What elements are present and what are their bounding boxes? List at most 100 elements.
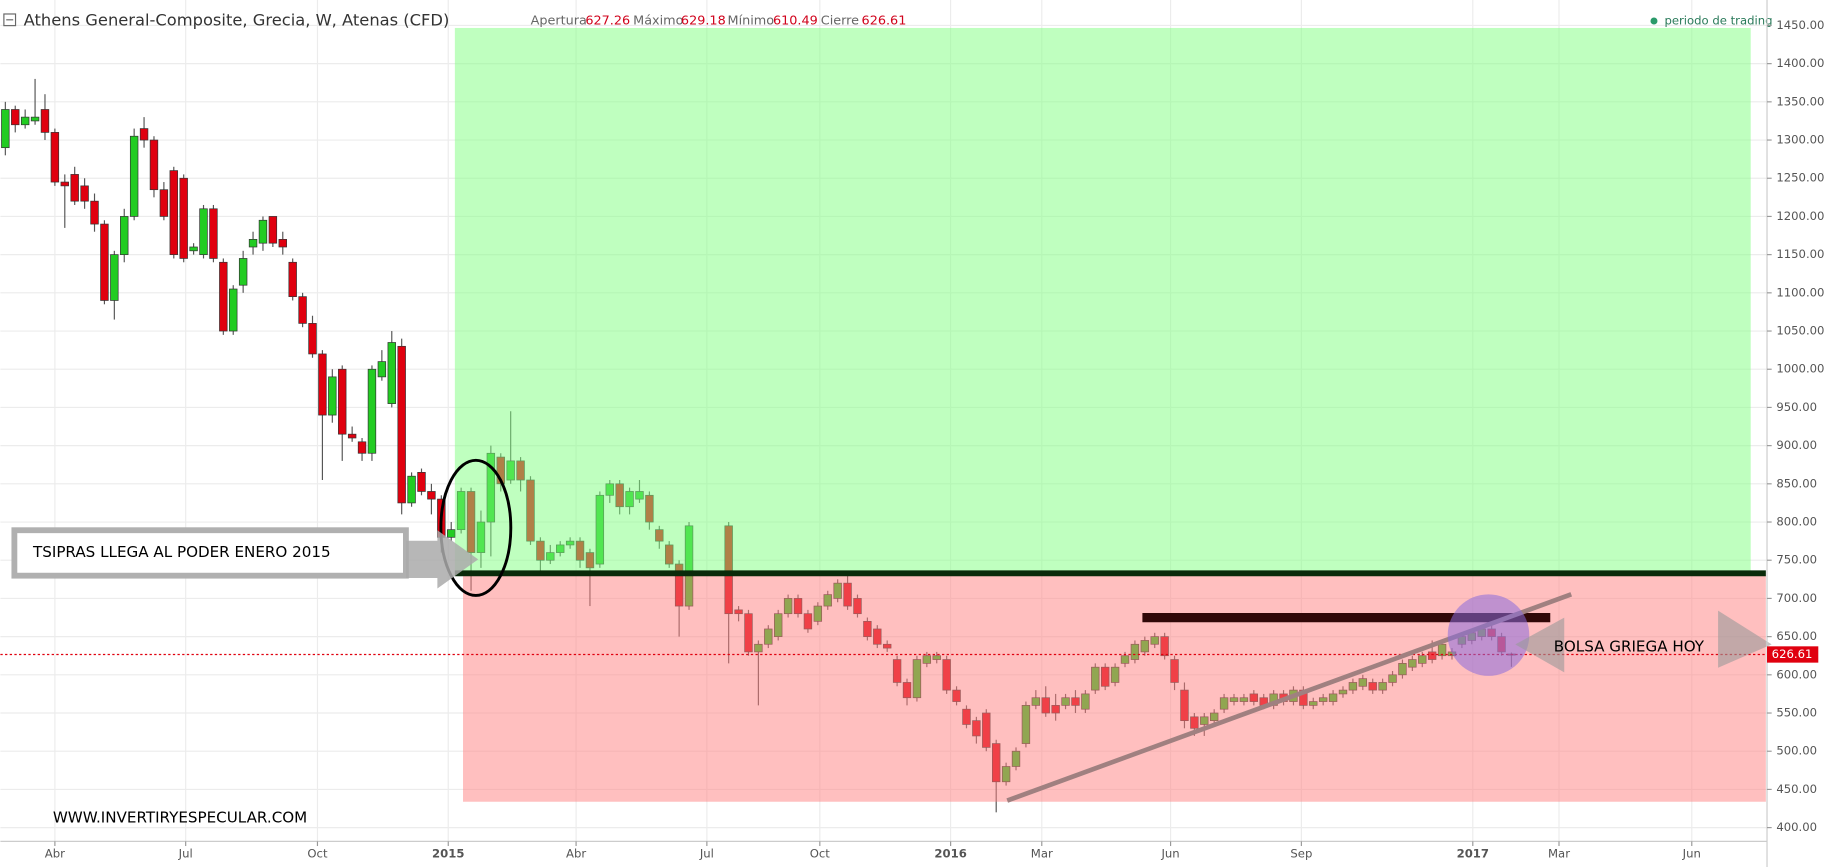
y-tick-label: 450.00 [1776, 782, 1817, 796]
x-tick-label: Sep [1290, 847, 1312, 861]
y-tick-label: 1200.00 [1776, 209, 1824, 223]
red-zone [463, 575, 1766, 802]
period-label: periodo de trading [1664, 13, 1772, 27]
candle-body [407, 475, 416, 504]
candle-body [189, 246, 198, 252]
candle-body [129, 135, 139, 217]
candle-body [169, 170, 178, 255]
y-tick-label: 650.00 [1776, 629, 1817, 643]
candle-body [149, 139, 159, 191]
candle-body [11, 109, 20, 126]
y-tick-label: 400.00 [1776, 820, 1817, 834]
annotation-box [11, 527, 409, 579]
candle-body [30, 116, 40, 122]
annotation-text: BOLSA GRIEGA HOY [1554, 637, 1705, 655]
chart-title: Athens General-Composite, Grecia, W, Ate… [24, 10, 450, 29]
x-tick-label: Oct [810, 847, 831, 861]
y-tick-label: 1250.00 [1776, 171, 1824, 185]
candle-body [397, 345, 406, 504]
candle-body [347, 433, 357, 439]
high-label: Máximo [633, 13, 683, 28]
x-tick-label: Jun [1682, 847, 1701, 861]
candle-body [139, 128, 149, 141]
candle-body [80, 185, 89, 202]
y-tick-label: 850.00 [1776, 476, 1817, 490]
candle-body [1, 109, 10, 149]
y-tick-label: 1050.00 [1776, 324, 1824, 338]
candle-body [20, 116, 30, 126]
candle-body [288, 261, 297, 298]
candle-body [268, 216, 278, 244]
x-tick-label: Abr [566, 847, 586, 861]
candle-body [427, 491, 436, 500]
x-tick-label: Oct [307, 847, 328, 861]
candle-body [328, 376, 337, 416]
price-label: 626.61 [1772, 647, 1813, 661]
close-label: Cierre [821, 13, 859, 28]
y-tick-label: 1450.00 [1776, 18, 1824, 32]
candle-body [248, 239, 258, 248]
candle-body [219, 261, 228, 332]
candle-body [417, 472, 426, 492]
candle-body [367, 368, 377, 454]
price-label-box [1767, 646, 1819, 663]
candle-body [179, 177, 188, 259]
candle-body [110, 254, 119, 301]
candle-body [50, 132, 60, 183]
candle-body [229, 288, 238, 332]
y-tick-label: 550.00 [1776, 706, 1817, 720]
candle-body [159, 189, 169, 217]
low-label: Mínimo [728, 13, 775, 28]
open-value: 627.26 [585, 13, 630, 28]
y-tick-label: 1100.00 [1776, 285, 1824, 299]
candle-body [90, 200, 99, 225]
candle-body [100, 223, 109, 301]
candle-body [209, 208, 218, 259]
candle-body [308, 323, 317, 355]
x-tick-label: 2017 [1457, 847, 1489, 861]
y-tick-label: 1350.00 [1776, 94, 1824, 108]
axes: 400.00 450.00 500.00 550.00 600.00 650.00 700.… [45, 18, 1825, 861]
x-tick-label: Mar [1548, 847, 1570, 861]
candle-body [60, 181, 69, 187]
candle-body [40, 109, 50, 133]
y-tick-label: 1000.00 [1776, 362, 1824, 376]
y-tick-label: 900.00 [1776, 438, 1817, 452]
candle-body [338, 368, 347, 435]
low-value: 610.49 [773, 13, 818, 28]
candle-body [298, 296, 307, 324]
arrow-right [1718, 610, 1772, 668]
highlight-ellipse [439, 458, 513, 597]
y-tick-label: 1300.00 [1776, 133, 1824, 147]
green-zone [454, 27, 1751, 574]
candle-body [447, 529, 456, 538]
x-tick-label: Jul [699, 847, 714, 861]
candle-body [70, 174, 79, 202]
annotation-arrow [405, 530, 479, 589]
candle-body [377, 361, 387, 378]
y-tick-label: 950.00 [1776, 400, 1817, 414]
y-tick-label: 700.00 [1776, 591, 1817, 605]
close-value: 626.61 [862, 13, 907, 28]
x-tick-label: 2016 [934, 847, 966, 861]
ohlc-legend: Apertura 627.26 Máximo 629.18 Mínimo 610… [531, 13, 907, 28]
collapse-icon[interactable] [3, 13, 17, 27]
arrow-left [1515, 617, 1565, 673]
x-tick-label: Mar [1031, 847, 1053, 861]
candle-body [120, 216, 129, 255]
watermark: WWW.INVERTIRYESPECULAR.COM [53, 809, 307, 827]
highlight-circle [1447, 594, 1530, 676]
y-tick-label: 800.00 [1776, 515, 1817, 529]
candle-body [357, 441, 367, 454]
y-tick-label: 750.00 [1776, 553, 1817, 567]
candle-body [318, 353, 327, 416]
candle-body [278, 239, 287, 248]
x-tick-label: 2015 [432, 847, 464, 861]
candle-body [199, 208, 208, 255]
x-tick-label: Jul [178, 847, 193, 861]
period-dot [1650, 17, 1658, 25]
y-tick-label: 500.00 [1776, 744, 1817, 758]
x-tick-label: Abr [45, 847, 65, 861]
x-tick-label: Jun [1160, 847, 1179, 861]
